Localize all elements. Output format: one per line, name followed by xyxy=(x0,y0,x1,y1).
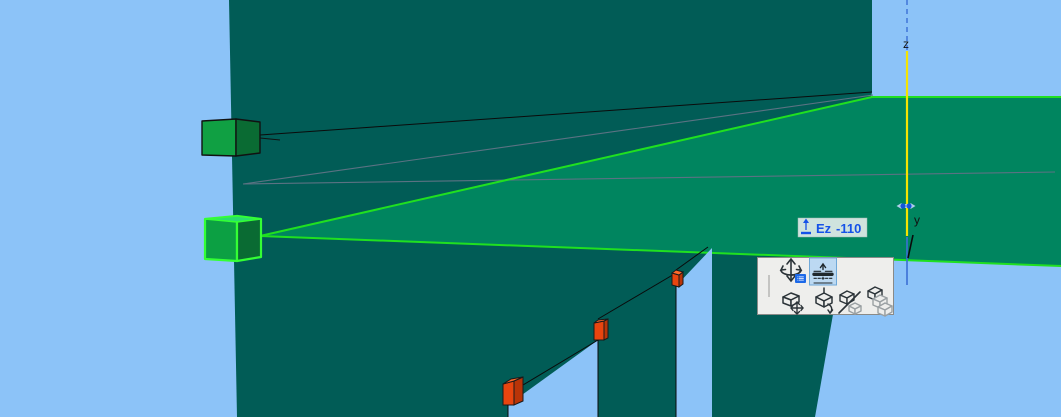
svg-text:z: z xyxy=(903,37,909,51)
svg-text:y: y xyxy=(914,213,920,227)
svg-text:Ez: Ez xyxy=(816,221,832,236)
svg-text:-110: -110 xyxy=(836,221,861,236)
